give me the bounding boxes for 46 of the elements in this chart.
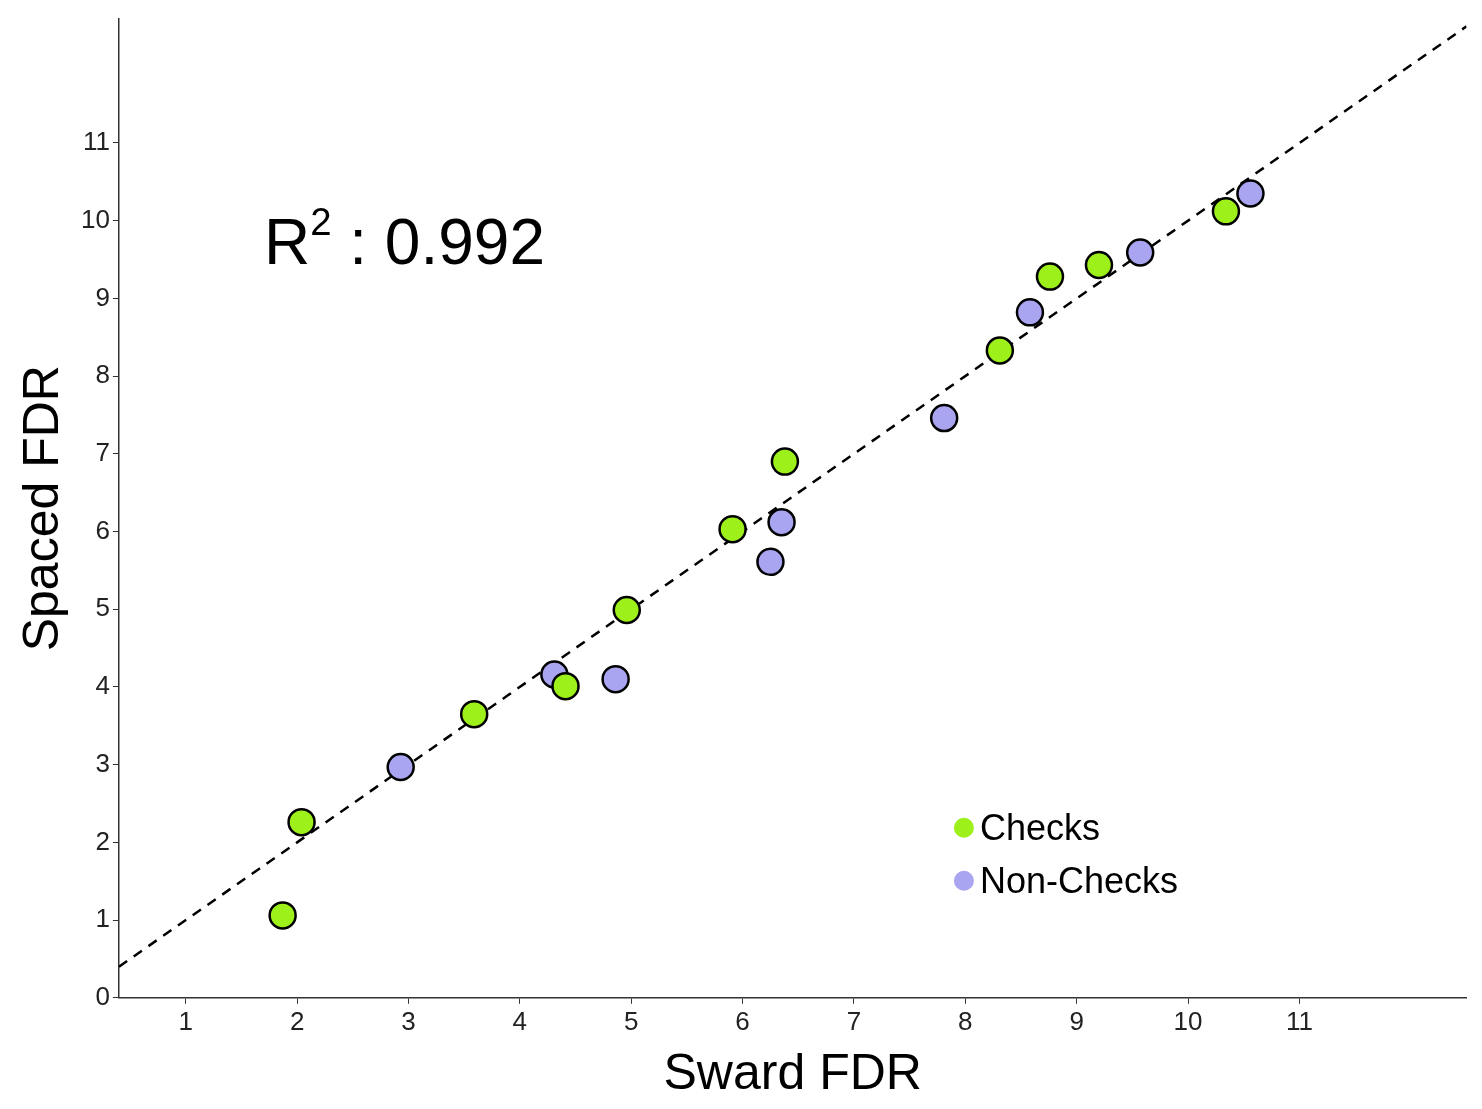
point <box>718 514 747 544</box>
point <box>1236 179 1265 208</box>
x-tick-label: 10 <box>1173 1005 1203 1036</box>
point <box>929 403 959 433</box>
y-tick-label: 2 <box>95 825 110 856</box>
y-tick-label: 8 <box>95 359 110 390</box>
y-tick-label: 1 <box>95 903 110 934</box>
x-tick-label: 1 <box>178 1005 193 1036</box>
point <box>612 595 642 625</box>
x-tick-label: 6 <box>735 1005 750 1036</box>
point <box>1125 238 1155 267</box>
y-tick-label: 9 <box>95 281 110 312</box>
y-tick-label: 0 <box>95 980 110 1011</box>
x-tick-label: 2 <box>289 1005 305 1036</box>
point <box>287 807 316 837</box>
x-tick-label: 7 <box>846 1005 862 1036</box>
point <box>1084 250 1114 280</box>
y-tick-label: 3 <box>95 747 110 778</box>
y-tick-label: 4 <box>95 670 110 701</box>
point <box>459 699 489 729</box>
point <box>386 752 415 782</box>
point <box>985 336 1015 365</box>
x-tick-label: 9 <box>1069 1005 1084 1036</box>
legend-label: Checks <box>979 806 1100 848</box>
y-axis-title: Spaced FDR <box>12 365 69 652</box>
x-tick-label: 5 <box>623 1005 639 1036</box>
x-tick-label: 3 <box>401 1005 416 1036</box>
point <box>770 447 800 476</box>
x-tick-label: 8 <box>958 1005 973 1036</box>
point <box>756 547 785 577</box>
point <box>551 671 580 701</box>
y-tick-label: 11 <box>82 126 110 157</box>
y-tick-label: 6 <box>95 514 110 545</box>
point <box>601 664 630 694</box>
y-tick-label: 10 <box>81 203 110 234</box>
point <box>767 507 796 537</box>
point <box>1211 197 1241 226</box>
x-axis-title: Sward FDR <box>663 1043 922 1100</box>
y-tick-label: 5 <box>95 592 110 623</box>
point <box>1035 262 1065 291</box>
legend-label: Non-Checks <box>979 859 1178 901</box>
point <box>1015 298 1045 327</box>
point <box>268 901 297 930</box>
y-tick-label: 7 <box>95 436 110 467</box>
x-tick-label: 4 <box>512 1005 528 1036</box>
x-tick-label: 11 <box>1285 1005 1313 1036</box>
